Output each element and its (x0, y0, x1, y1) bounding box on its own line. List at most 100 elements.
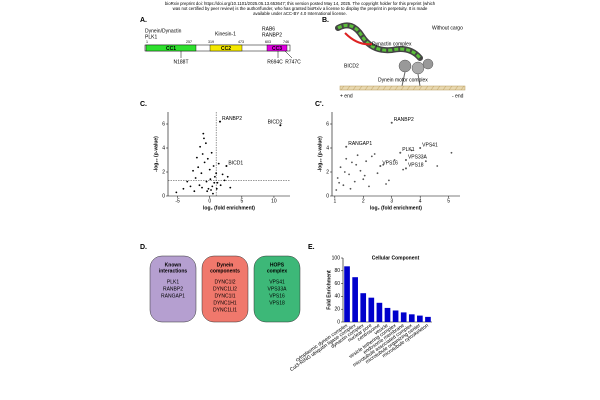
bar (392, 310, 399, 322)
labeled-point (225, 165, 228, 167)
group-item: VPS16 (269, 293, 285, 299)
point (343, 171, 346, 173)
panel-label: B. (322, 17, 329, 24)
group-box (201, 255, 249, 323)
point (206, 157, 209, 160)
point-label: RANBP2 (394, 117, 414, 123)
point-label: VPS16 (382, 160, 398, 166)
annotation: BICD2 (344, 63, 359, 69)
annotation: + end (340, 93, 353, 99)
y-tick-label: 6 (162, 121, 165, 127)
header-line: bioRxiv preprint doi: https://doi.org/10… (165, 1, 436, 6)
partner: RAB6 (262, 26, 275, 32)
residue: 1 (146, 40, 148, 44)
bar (425, 316, 431, 322)
y-tick-label: 4 (326, 145, 329, 151)
group-item: RANGAP1 (161, 293, 185, 299)
bar (352, 277, 358, 322)
residue: 257 (186, 40, 192, 44)
bar (376, 302, 383, 322)
microtubule-hatch (340, 85, 465, 91)
motor-head (411, 61, 425, 75)
residue: 746 (283, 40, 289, 44)
point (198, 184, 201, 187)
point (212, 192, 214, 195)
panel-label: A. (140, 17, 147, 24)
domain-cc3 (266, 44, 288, 52)
point (209, 178, 212, 181)
partner: Dynein/Dynactin (145, 28, 182, 34)
group-title: complex (267, 268, 288, 274)
mutation: R747C (285, 59, 301, 65)
point (353, 180, 356, 183)
point (229, 186, 232, 189)
point (348, 173, 350, 176)
point (212, 165, 215, 167)
x-tick-label: -5 (175, 198, 180, 204)
point (203, 161, 206, 164)
point (370, 155, 373, 158)
group-item: VPS41 (269, 279, 285, 285)
stalk (417, 73, 421, 87)
y-tick-label: 100 (332, 255, 341, 261)
domain-cc2 (209, 44, 243, 52)
point (203, 137, 205, 140)
point-label: VPS41 (422, 142, 438, 148)
motor-head (398, 59, 412, 73)
point (356, 154, 359, 157)
bar (360, 293, 367, 322)
labeled-point (419, 147, 422, 149)
y-axis-label: -log₁₀ (p-value) (317, 136, 323, 172)
point (363, 174, 366, 177)
point (342, 184, 345, 187)
point (221, 173, 224, 176)
point (223, 179, 226, 182)
partner: RANBP2 (262, 32, 282, 38)
point (206, 190, 209, 193)
point (189, 185, 192, 188)
point (410, 149, 413, 152)
x-axis-label: log₂ (fold enrichment) (203, 205, 255, 211)
annotation: - end (452, 93, 464, 99)
panel-label: E. (308, 244, 315, 251)
residues: 1 257 319 473 603 746 (146, 40, 289, 44)
point (215, 172, 218, 175)
point (373, 153, 376, 155)
y-tick-label: 40 (334, 294, 340, 300)
group-item: DYNC1I1 (214, 293, 235, 299)
y-tick-label: 0 (162, 193, 165, 199)
partner: PLK1 (145, 34, 157, 40)
y-tick-label: 0 (337, 319, 340, 325)
point (197, 166, 200, 169)
residue: 319 (208, 40, 214, 44)
point-label: RANBP2 (222, 116, 242, 122)
x-tick-label: 0 (208, 198, 211, 204)
labeled-point (404, 159, 407, 161)
domain-label: CC3 (272, 46, 282, 52)
point (424, 160, 427, 163)
group-item: PLK1 (167, 279, 179, 285)
partner: Kinesin-1 (215, 31, 236, 37)
x-tick-label: 5 (447, 198, 450, 204)
group-title: HOPS (270, 262, 285, 268)
bicd2-coil (337, 23, 422, 60)
bar (384, 307, 391, 322)
point (208, 168, 211, 171)
residue: 603 (265, 40, 271, 44)
point (402, 168, 405, 171)
labeled-point (390, 121, 393, 124)
panel-label: C. (140, 101, 147, 108)
point-label: BICD1 (228, 160, 243, 166)
group-title: Known (165, 262, 182, 268)
point (362, 178, 365, 181)
point (382, 163, 385, 166)
motor-head (422, 58, 434, 70)
bar (344, 266, 350, 322)
group-item: DYNC1I2 (214, 279, 235, 285)
y-tick-label: 2 (162, 169, 165, 175)
y-tick-label: 0 (326, 193, 329, 199)
chart-title: Cellular Component (372, 255, 420, 261)
y-tick-label: 60 (334, 281, 340, 287)
point (368, 185, 370, 188)
